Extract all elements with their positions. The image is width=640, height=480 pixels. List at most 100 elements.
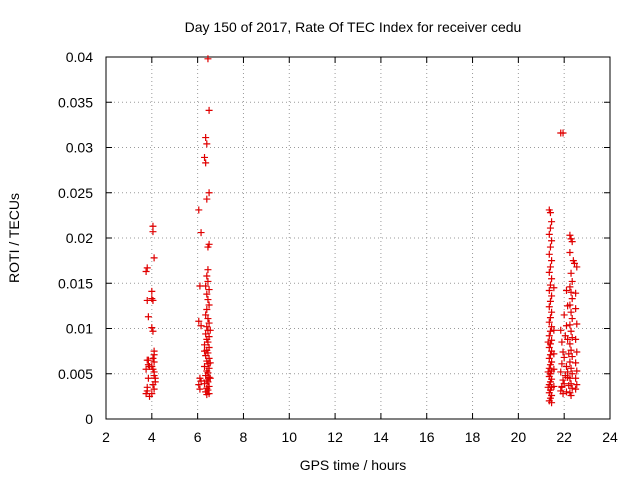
data-point [150, 385, 158, 393]
data-point [197, 322, 205, 330]
data-point [561, 332, 569, 340]
data-point [150, 351, 158, 359]
data-point [572, 385, 580, 393]
data-point [545, 230, 553, 238]
data-point [197, 229, 205, 237]
data-point [144, 313, 152, 321]
data-point [567, 269, 575, 277]
data-point [572, 305, 580, 313]
data-point [562, 322, 570, 330]
data-point [545, 250, 553, 258]
data-point [546, 263, 554, 271]
data-point [558, 338, 566, 346]
data-point [568, 384, 576, 392]
y-tick-label: 0.015 [58, 275, 93, 291]
data-point [545, 268, 553, 276]
data-point [150, 254, 158, 262]
data-point [546, 327, 554, 335]
data-point [566, 340, 574, 348]
data-point [566, 283, 574, 291]
data-point [203, 391, 211, 399]
data-point [143, 387, 151, 395]
x-tick-label: 14 [373, 429, 389, 445]
data-point [566, 231, 574, 239]
y-tick-label: 0.02 [66, 230, 93, 246]
data-point [548, 292, 556, 300]
data-point [567, 308, 575, 316]
data-point [149, 296, 157, 304]
data-point [546, 297, 554, 305]
data-point [560, 353, 568, 361]
data-point [570, 259, 578, 267]
data-point [202, 282, 210, 290]
data-point [550, 382, 558, 390]
data-point [546, 209, 554, 217]
x-tick-label: 8 [240, 429, 248, 445]
data-point [573, 381, 581, 389]
data-point [566, 358, 574, 366]
data-point [195, 381, 203, 389]
data-point [548, 275, 556, 283]
data-point [203, 323, 211, 331]
data-point [148, 390, 156, 398]
data-point [562, 286, 570, 294]
y-tick-labels: 0 0.005 0.01 0.015 0.02 0.025 0.03 0.035 0.04 [58, 49, 93, 427]
x-tick-label: 6 [194, 429, 202, 445]
data-point [568, 295, 576, 303]
data-point [558, 360, 566, 368]
y-tick-label: 0.04 [66, 49, 93, 65]
data-point [204, 277, 212, 285]
data-points [142, 55, 581, 407]
x-tick-label: 18 [465, 429, 481, 445]
data-point [573, 348, 581, 356]
y-tick-label: 0.025 [58, 185, 93, 201]
data-point [564, 335, 572, 343]
data-point [558, 383, 566, 391]
data-point [205, 301, 213, 309]
data-point [149, 354, 157, 362]
data-point [203, 272, 211, 280]
data-point [567, 288, 575, 296]
x-tick-label: 16 [419, 429, 435, 445]
data-point [149, 327, 157, 335]
data-point [201, 347, 209, 355]
data-point [195, 206, 203, 214]
data-point [201, 153, 209, 161]
data-point [568, 370, 576, 378]
data-point [548, 237, 556, 245]
data-point [567, 346, 575, 354]
data-point [566, 301, 574, 309]
data-point [567, 364, 575, 372]
data-point [550, 350, 558, 358]
data-point [545, 344, 553, 352]
data-point [149, 228, 157, 236]
data-point [201, 341, 209, 349]
data-point [545, 354, 553, 362]
data-point [545, 286, 553, 294]
data-point [568, 334, 576, 342]
x-tick-labels: 2 4 6 8 10 12 14 16 18 20 22 24 [102, 429, 618, 445]
data-point [205, 286, 213, 294]
data-point [548, 308, 556, 316]
data-point [205, 106, 213, 114]
x-tick-label: 10 [281, 429, 297, 445]
data-point [205, 319, 213, 327]
data-point [573, 263, 581, 271]
data-point [544, 383, 552, 391]
data-point [144, 356, 152, 364]
data-point [202, 134, 210, 142]
data-point [546, 243, 554, 251]
data-point [567, 380, 575, 388]
data-point [206, 326, 214, 334]
data-point [203, 195, 211, 203]
data-point [142, 267, 150, 275]
data-point [196, 385, 204, 393]
data-point [559, 348, 567, 356]
data-point [150, 358, 158, 366]
data-point [550, 365, 558, 373]
data-point [201, 380, 209, 388]
tick-marks [105, 56, 611, 420]
x-tick-label: 2 [102, 429, 110, 445]
